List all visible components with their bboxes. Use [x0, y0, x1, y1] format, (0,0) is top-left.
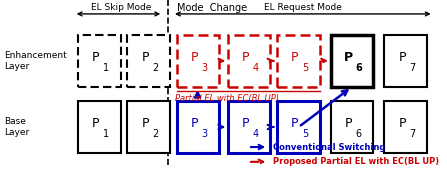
Text: Mode  Change: Mode Change: [177, 3, 247, 13]
Text: P: P: [291, 51, 299, 64]
Bar: [331, 35, 373, 87]
Text: P: P: [92, 117, 100, 130]
Text: Proposed Partial EL with EC(BL UP): Proposed Partial EL with EC(BL UP): [273, 157, 439, 166]
Text: 5: 5: [302, 63, 308, 73]
Text: Conventional Switching: Conventional Switching: [273, 143, 385, 152]
Bar: [127, 35, 170, 87]
Text: 7: 7: [409, 129, 415, 139]
Text: 3: 3: [202, 129, 207, 139]
Bar: [384, 101, 427, 153]
Bar: [127, 101, 170, 153]
Bar: [78, 35, 121, 87]
Text: P: P: [345, 117, 352, 130]
Text: P: P: [92, 51, 100, 64]
Text: 4: 4: [253, 129, 259, 139]
Text: P: P: [242, 117, 249, 130]
Bar: [277, 101, 320, 153]
Text: P: P: [190, 117, 198, 130]
Text: 6: 6: [356, 129, 362, 139]
Text: 7: 7: [409, 63, 415, 73]
Text: P: P: [398, 117, 406, 130]
Text: Enhancement
Layer: Enhancement Layer: [4, 51, 67, 71]
Text: P: P: [242, 51, 249, 64]
Text: P: P: [190, 51, 198, 64]
Bar: [277, 35, 320, 87]
Bar: [331, 101, 373, 153]
Bar: [228, 101, 270, 153]
Text: P: P: [344, 51, 353, 64]
Text: 3: 3: [202, 63, 207, 73]
Text: P: P: [141, 51, 149, 64]
Text: 1: 1: [103, 129, 109, 139]
Text: 2: 2: [152, 129, 158, 139]
Text: 4: 4: [253, 63, 259, 73]
Text: 5: 5: [302, 129, 308, 139]
Text: P: P: [141, 117, 149, 130]
Bar: [177, 101, 219, 153]
Bar: [78, 101, 121, 153]
Text: P: P: [398, 51, 406, 64]
Bar: [177, 35, 219, 87]
Text: EL Request Mode: EL Request Mode: [264, 3, 342, 13]
Text: EL Skip Mode: EL Skip Mode: [90, 3, 151, 13]
Text: Partial EL with EC(BL UP): Partial EL with EC(BL UP): [175, 94, 279, 103]
Text: P: P: [291, 117, 299, 130]
Bar: [228, 35, 270, 87]
Text: 6: 6: [355, 63, 362, 73]
Text: 2: 2: [152, 63, 158, 73]
Text: Base
Layer: Base Layer: [4, 117, 30, 137]
Bar: [384, 35, 427, 87]
Text: 1: 1: [103, 63, 109, 73]
